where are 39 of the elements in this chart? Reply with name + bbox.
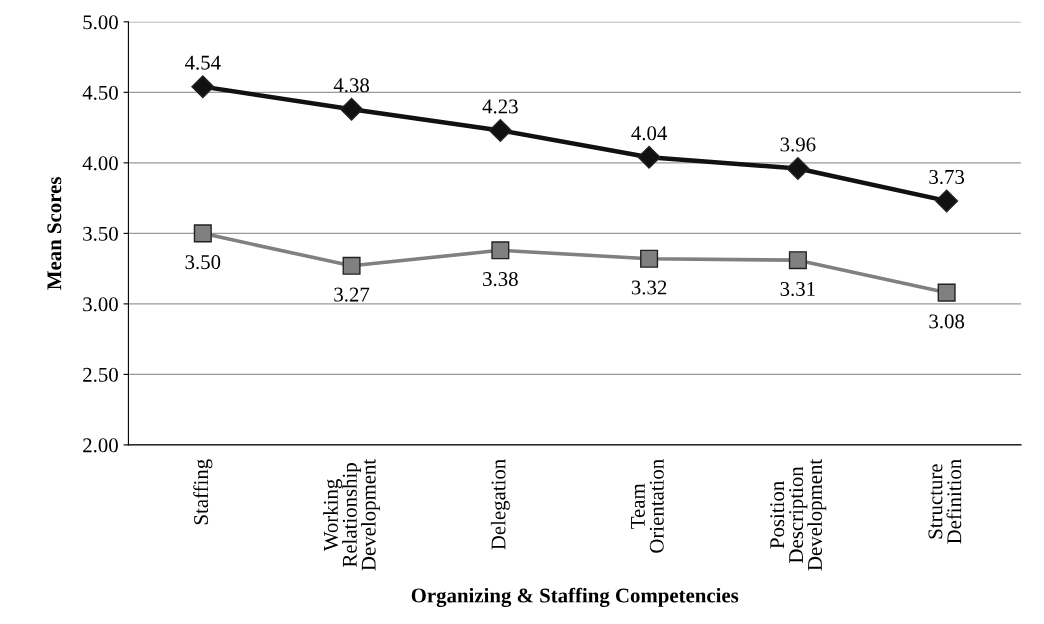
point bbox=[193, 224, 212, 243]
y-tick-label: 3.50 bbox=[83, 226, 118, 241]
x-tick-label: Working Relationship Development bbox=[323, 458, 380, 571]
x-tick-label: Position Description Development bbox=[770, 458, 827, 571]
data-label: 4.04 bbox=[631, 126, 668, 141]
data-label: 3.38 bbox=[483, 272, 518, 287]
point bbox=[637, 145, 661, 169]
y-tick-label: 5.00 bbox=[83, 15, 118, 30]
point bbox=[191, 75, 215, 99]
data-label: 4.54 bbox=[184, 55, 221, 70]
data-label: 3.32 bbox=[631, 280, 667, 295]
y-tick-label: 3.00 bbox=[83, 297, 118, 312]
data-label: 3.27 bbox=[334, 287, 370, 302]
point bbox=[937, 283, 956, 302]
x-tick-label: Staffing bbox=[193, 459, 213, 525]
point bbox=[488, 118, 512, 142]
data-label: 3.96 bbox=[780, 137, 816, 152]
y-tick-label: 2.00 bbox=[83, 438, 118, 453]
y-tick-label: 4.50 bbox=[82, 85, 118, 100]
point bbox=[786, 157, 810, 181]
data-label: 3.31 bbox=[780, 281, 815, 297]
data-label: 4.38 bbox=[333, 78, 369, 93]
x-tick-label: Structure Definition bbox=[928, 459, 962, 544]
point bbox=[788, 251, 807, 270]
data-label: 4.23 bbox=[482, 99, 518, 114]
x-tick-label: Team Orientation bbox=[631, 459, 664, 553]
point bbox=[640, 249, 659, 268]
point bbox=[340, 97, 364, 121]
x-axis-title: Organizing & Staffing Competencies bbox=[411, 587, 739, 607]
data-label: 3.08 bbox=[929, 314, 965, 329]
data-label: 3.50 bbox=[185, 255, 221, 270]
data-label: 3.73 bbox=[929, 169, 965, 185]
point bbox=[491, 241, 510, 260]
point bbox=[935, 189, 959, 213]
point bbox=[342, 256, 361, 275]
x-tick-label: Delegation bbox=[490, 459, 510, 550]
y-axis-title: Mean Scores bbox=[47, 177, 62, 290]
y-tick-label: 4.00 bbox=[82, 156, 118, 171]
y-tick-label: 2.50 bbox=[83, 367, 118, 382]
